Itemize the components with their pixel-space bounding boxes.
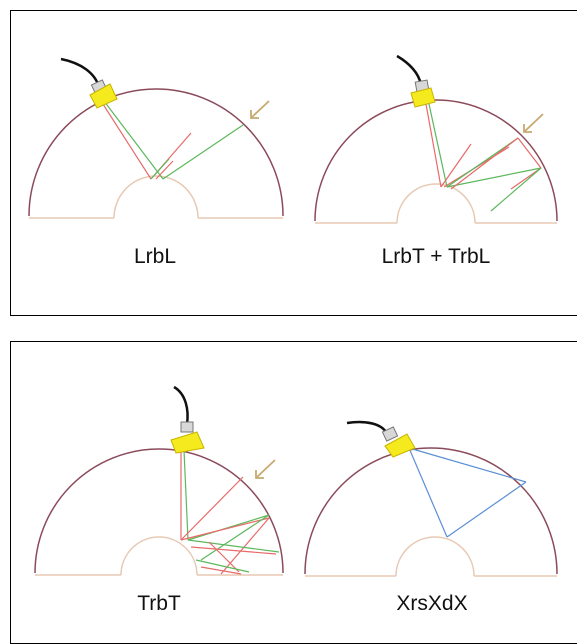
probe-icon: [410, 87, 436, 108]
ray-green: [183, 449, 189, 541]
ray-red: [510, 167, 542, 190]
ray-red: [450, 137, 519, 190]
ray-green: [150, 158, 170, 180]
ray-red: [200, 566, 242, 575]
outer-arc: [304, 447, 558, 575]
inner-arc: [120, 536, 198, 576]
probe-icon: [89, 83, 118, 109]
outer-arc: [314, 99, 558, 222]
bottom-panel: TrbT XrsXdX: [10, 341, 577, 644]
caption-lrbl: LrbL: [133, 245, 177, 268]
diagram-lrbt-trbl: [314, 54, 558, 224]
ray-green: [428, 103, 448, 188]
outer-arc: [34, 448, 284, 574]
arrow-icon: [250, 100, 270, 119]
ray-green: [103, 100, 164, 180]
cable: [346, 420, 388, 433]
ray-red: [440, 143, 472, 188]
probe-icon: [170, 431, 205, 454]
ray-red: [100, 100, 152, 180]
outer-arc: [28, 88, 284, 217]
cable: [396, 54, 423, 86]
ray-red: [425, 103, 442, 188]
ray-green: [446, 137, 519, 188]
ray-green: [187, 514, 270, 541]
cable: [173, 385, 189, 425]
ray-red: [155, 160, 174, 180]
ray-red: [190, 546, 277, 555]
inner-arc: [113, 175, 199, 219]
ray-red: [220, 517, 270, 575]
connector: [180, 421, 194, 433]
ray-red: [180, 517, 270, 541]
arrow-icon: [255, 459, 276, 479]
caption-xrsxdx: XrsXdX: [396, 592, 468, 615]
ray-green: [200, 514, 270, 561]
inner-arc: [396, 183, 476, 224]
ray-red: [180, 476, 244, 541]
arrow-icon: [523, 113, 544, 133]
ray-green: [490, 167, 542, 212]
bottom-panel-diagram: [34, 385, 558, 577]
caption-lrbt-trbl: LrbT + TrbL: [381, 245, 491, 268]
arrow-head: [250, 110, 259, 119]
connector: [381, 426, 399, 442]
diagram-lrbl: [28, 57, 284, 219]
ray-red: [208, 541, 240, 573]
ray-blue: [408, 447, 527, 483]
ray-green: [195, 559, 250, 573]
ray-green: [187, 539, 280, 553]
ray-blue: [408, 447, 448, 538]
caption-trbt: TrbT: [137, 592, 181, 615]
diagram-xrsxdx: [304, 420, 558, 577]
probe-icon: [384, 433, 416, 458]
ray-red: [517, 137, 542, 169]
arrow-head: [523, 124, 532, 133]
arrow-head: [255, 470, 264, 479]
ray-blue: [446, 481, 527, 538]
diagram-trbt: [34, 385, 284, 576]
ray-green: [446, 167, 542, 188]
inner-arc: [395, 536, 475, 577]
ray-green: [162, 124, 244, 180]
top-panel-diagram: [28, 54, 558, 224]
cable: [60, 57, 101, 88]
top-panel: LrbL LrbT + TrbL: [10, 10, 577, 316]
